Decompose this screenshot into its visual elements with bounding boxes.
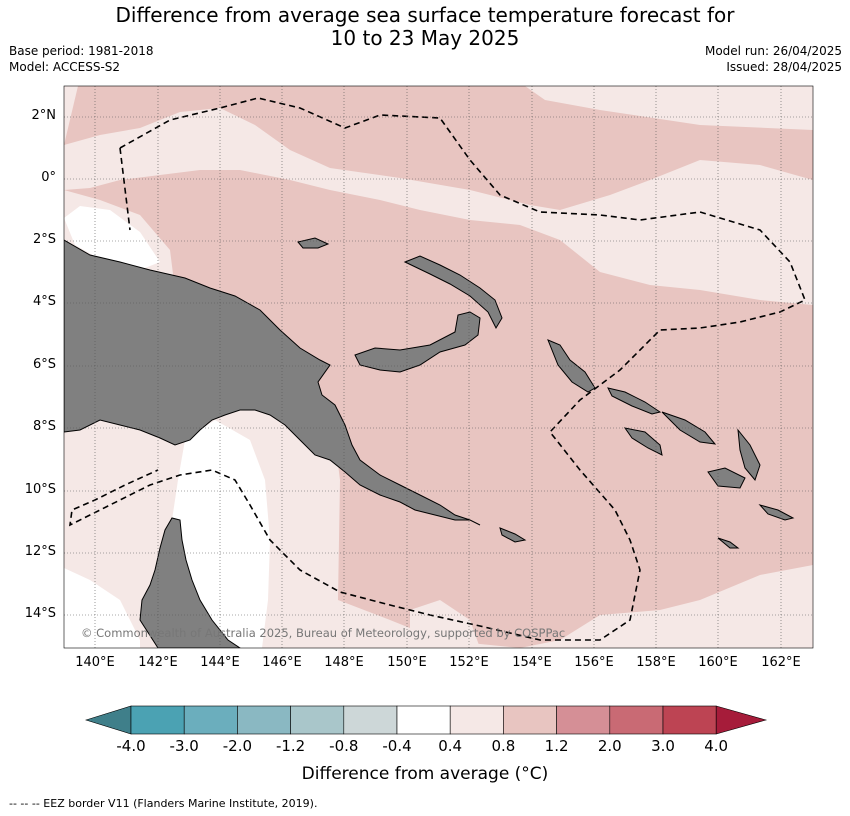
colorbar-segment [183, 705, 238, 735]
longitude-label: 150°E [387, 655, 427, 670]
longitude-label: 144°E [200, 655, 240, 670]
longitude-label: 160°E [698, 655, 738, 670]
longitude-label: 140°E [75, 655, 115, 670]
latitude-label: 6°S [32, 357, 56, 372]
issued-text: Issued: 28/04/2025 [726, 60, 842, 74]
colorbar-extend-high [715, 705, 768, 735]
colorbar-segment [343, 705, 398, 735]
land-rennell [717, 537, 740, 549]
land-new-britain [354, 311, 481, 373]
colorbar-tick-label: 4.0 [704, 737, 729, 755]
colorbar-segment [396, 705, 451, 735]
colorbar-tick-label: 0.4 [438, 737, 463, 755]
colorbar-tick-label: 0.8 [491, 737, 516, 755]
anomaly-band-medium-2 [64, 170, 813, 648]
land-louisiade [758, 504, 795, 521]
colorbar [84, 705, 768, 735]
latitude-label: 8°S [32, 419, 56, 434]
colorbar-tick-label: -0.4 [382, 737, 412, 755]
colorbar-segment [556, 705, 611, 735]
colorbar-tick-label: -4.0 [116, 737, 146, 755]
land-new-guinea [64, 239, 481, 526]
latitude-label: 4°S [32, 294, 56, 309]
colorbar-segment [290, 705, 345, 735]
footer-eez-note: -- -- -- EEZ border V11 (Flanders Marine… [9, 797, 318, 810]
neutral-area-nw [64, 206, 160, 270]
chart-title-line1: Difference from average sea surface temp… [115, 3, 735, 27]
colorbar-tick-label: -2.0 [222, 737, 253, 755]
longitude-label: 156°E [574, 655, 614, 670]
longitude-label: 148°E [324, 655, 364, 670]
colorbar-title: Difference from average (°C) [301, 764, 549, 784]
colorbar-segment [609, 705, 664, 735]
colorbar-tick-label: 2.0 [597, 737, 622, 755]
anomaly-band-light-bottom-right [700, 635, 813, 648]
land-solomon-4 [737, 428, 761, 482]
anomaly-band-light-bottom [410, 600, 480, 648]
longitude-label: 158°E [636, 655, 676, 670]
longitude-label: 162°E [761, 655, 801, 670]
base-period-text: Base period: 1981-2018 [9, 44, 154, 58]
latitude-label: 10°S [24, 482, 56, 497]
colorbar-segment [503, 705, 557, 735]
copyright-text: © Commonwealth of Australia 2025, Bureau… [81, 626, 566, 640]
neutral-area-sw [64, 568, 140, 648]
longitude-label: 146°E [262, 655, 302, 670]
latitude-label: 2°N [31, 108, 57, 123]
meta-left: Base period: 1981-2018 Model: ACCESS-S2 [9, 43, 154, 75]
land-milne-bay [499, 527, 527, 543]
land-manus [297, 237, 330, 249]
colorbar-segment [662, 705, 717, 735]
colorbar-tick-label: -3.0 [169, 737, 199, 755]
colorbar-tick-label: 1.2 [544, 737, 569, 755]
colorbar-tick-label: -1.2 [275, 737, 306, 755]
longitude-label: 152°E [449, 655, 489, 670]
land-solomon-5 [707, 467, 746, 489]
land-new-ireland [403, 255, 503, 330]
colorbar-segment [449, 705, 504, 735]
map-frame [63, 85, 814, 649]
model-run-text: Model run: 26/04/2025 [704, 44, 842, 58]
meta-right: Model run: 26/04/2025 Issued: 28/04/2025 [705, 43, 842, 75]
colorbar-segment [237, 705, 291, 735]
eez-border [69, 97, 807, 641]
latitude-label: 12°S [24, 544, 56, 559]
land-cape-york [139, 517, 241, 648]
longitude-label: 142°E [138, 655, 178, 670]
latitude-label: 0° [41, 170, 56, 185]
graticule [64, 86, 813, 648]
latitude-label: 2°S [32, 232, 56, 247]
map-body [64, 86, 813, 648]
land-solomon-3 [623, 427, 663, 456]
colorbar-extend-low [84, 705, 132, 735]
colorbar-tick-label: 3.0 [651, 737, 675, 755]
longitude-label: 154°E [512, 655, 552, 670]
latitude-label: 14°S [24, 606, 56, 621]
chart-title-line2: 10 to 23 May 2025 [330, 26, 520, 50]
colorbar-tick-label: -0.8 [329, 737, 359, 755]
colorbar-segment [130, 705, 185, 735]
model-text: Model: ACCESS-S2 [9, 60, 121, 74]
